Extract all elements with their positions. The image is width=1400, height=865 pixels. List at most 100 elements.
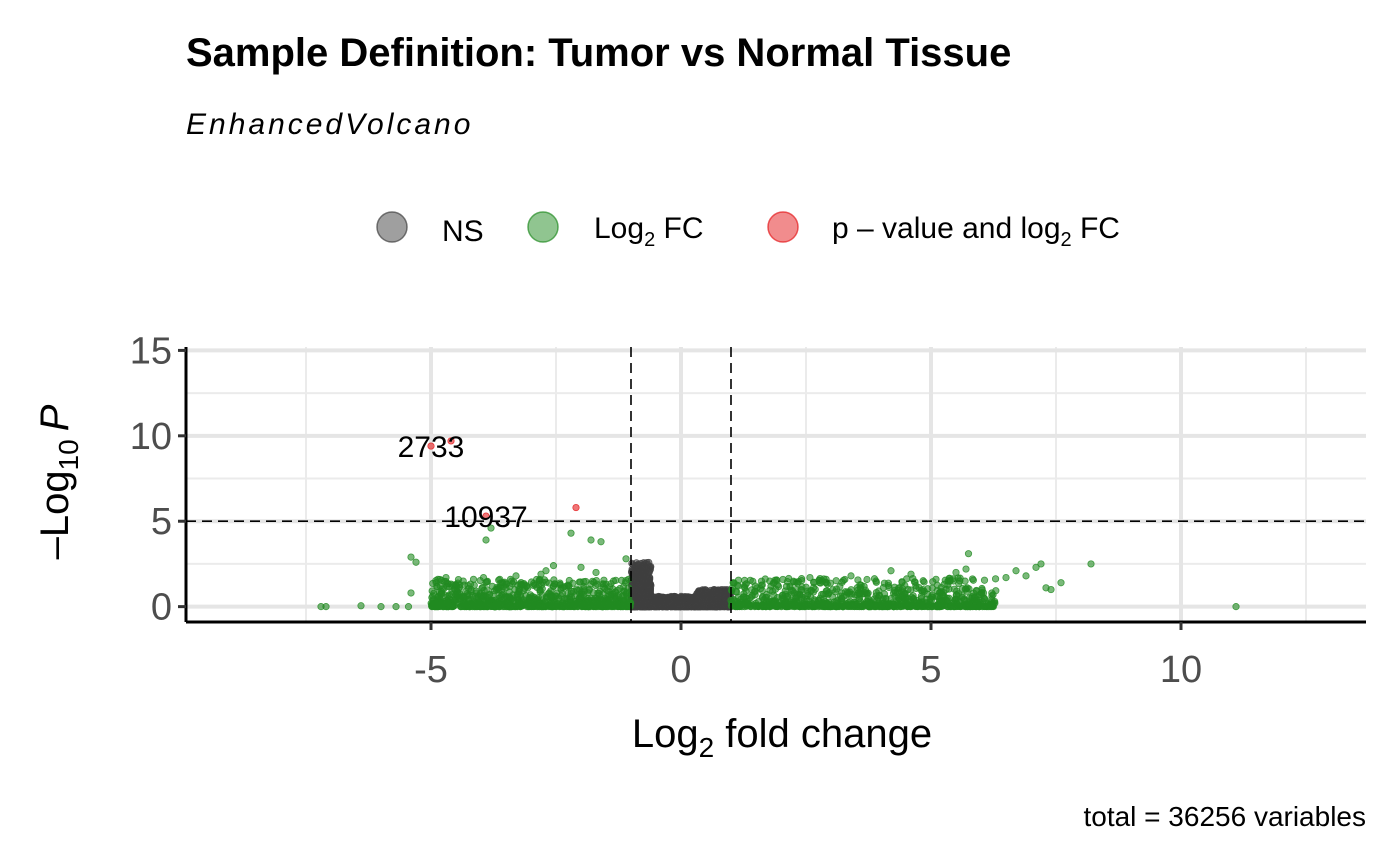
log2fc-point (567, 529, 575, 537)
log2fc-point (853, 584, 861, 592)
log2fc-point (751, 582, 759, 590)
log2fc-point (582, 577, 590, 586)
log2fc-point (516, 602, 524, 610)
log2fc-point (751, 591, 759, 599)
legend-key-ns (376, 211, 408, 243)
chart-caption: total = 36256 variables (1083, 801, 1366, 832)
log2fc-point (538, 585, 546, 593)
log2fc-point (762, 603, 770, 611)
log2fc-point (838, 578, 846, 586)
x-tick-label: 10 (1160, 649, 1202, 691)
log2fc-point (557, 585, 565, 594)
log2fc-point (512, 572, 520, 580)
log2fc-point (968, 575, 977, 583)
log2fc-point (851, 591, 859, 599)
ns-point (633, 582, 641, 590)
plot-points (317, 437, 1240, 611)
log2fc-point (478, 584, 486, 592)
log2fc-point (392, 603, 400, 611)
x-tick-label: -5 (414, 649, 448, 691)
log2fc-point (822, 579, 830, 587)
y-tick-label: 5 (151, 501, 172, 543)
log2fc-point (772, 576, 781, 584)
log2fc-point (440, 599, 448, 607)
x-tick-label: 0 (670, 649, 691, 691)
log2fc-point (449, 602, 457, 610)
log2fc-point (903, 575, 911, 583)
log2fc-point (857, 602, 865, 611)
log2fc-point (502, 584, 510, 592)
log2fc-point (887, 567, 895, 575)
ns-point (642, 582, 650, 590)
log2fc-point (495, 584, 503, 592)
log2fc-point (779, 575, 787, 584)
log2fc-point (932, 575, 940, 583)
log2fc-point (761, 575, 769, 583)
legend: NS Log2 FC p – value and log2 FC (376, 211, 1120, 251)
log2fc-point (798, 593, 806, 601)
log2fc-point (552, 603, 560, 611)
log2fc-point (911, 578, 919, 586)
log2fc-point (876, 602, 884, 611)
log2fc-point (952, 587, 961, 595)
log2fc-point (919, 577, 927, 585)
log2fc-point (987, 603, 995, 611)
log2fc-point (604, 603, 612, 611)
log2fc-point (977, 591, 985, 599)
significant-point (572, 503, 580, 512)
log2fc-point (555, 595, 563, 604)
log2fc-point (609, 577, 618, 585)
log2fc-point (469, 575, 478, 583)
log2fc-point (546, 592, 554, 600)
log2fc-point (991, 575, 1000, 583)
log2fc-point (526, 597, 534, 605)
log2fc-point (1037, 560, 1045, 568)
log2fc-point (944, 581, 952, 589)
ns-point (656, 600, 664, 608)
log2fc-point (459, 577, 467, 585)
log2fc-point (442, 573, 450, 582)
point-label: 2733 (398, 431, 465, 464)
log2fc-point (596, 602, 604, 610)
cutoff-lines (186, 347, 1366, 622)
log2fc-point (452, 580, 460, 589)
log2fc-point (516, 586, 524, 594)
legend-label-log2fc: Log2 FC (594, 212, 704, 251)
log2fc-point (908, 593, 916, 601)
y-tick-label: 15 (130, 330, 172, 372)
log2fc-point (1032, 563, 1040, 571)
log2fc-point (587, 536, 595, 544)
log2fc-point (831, 598, 839, 606)
log2fc-point (904, 585, 912, 594)
log2fc-point (620, 587, 628, 595)
log2fc-point (792, 602, 801, 610)
log2fc-point (872, 592, 880, 600)
log2fc-point (832, 577, 840, 585)
log2fc-point (980, 576, 989, 584)
log2fc-point (540, 576, 549, 584)
log2fc-point (1022, 572, 1030, 580)
log2fc-point (992, 587, 1000, 595)
log2fc-point (443, 579, 451, 588)
log2fc-point (622, 555, 630, 563)
ns-point (721, 602, 729, 611)
log2fc-point (763, 590, 771, 599)
log2fc-point (956, 574, 964, 582)
ns-point (637, 598, 645, 606)
significant-point (427, 442, 435, 450)
log2fc-point (407, 589, 415, 597)
log2fc-point (1057, 579, 1065, 587)
log2fc-point (900, 590, 909, 598)
log2fc-point (816, 594, 824, 602)
log2fc-point (445, 591, 453, 599)
log2fc-point (891, 588, 900, 596)
log2fc-point (751, 603, 759, 611)
log2fc-point (808, 599, 817, 608)
chart-title: Sample Definition: Tumor vs Normal Tissu… (186, 31, 1011, 75)
log2fc-point (740, 576, 749, 584)
y-tick-label: 0 (151, 587, 172, 629)
ns-point (632, 562, 640, 570)
log2fc-point (798, 576, 806, 585)
log2fc-point (593, 580, 602, 588)
log2fc-point (773, 594, 782, 602)
